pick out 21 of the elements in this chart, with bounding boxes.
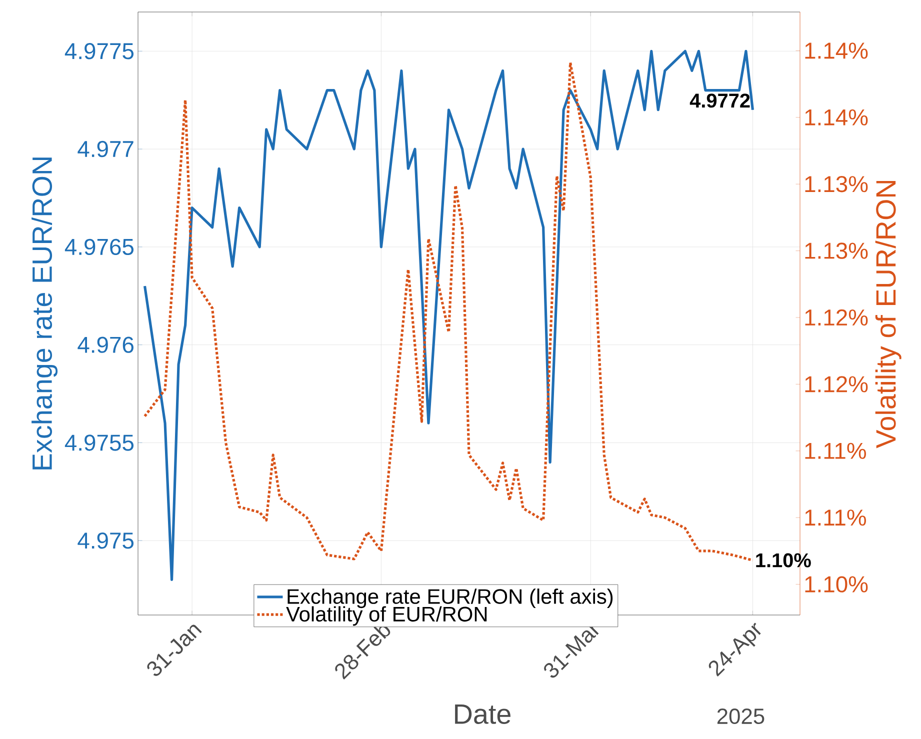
y2-tick-label: 1.12%	[805, 309, 868, 326]
y2-tick-label: 1.13%	[805, 242, 868, 259]
y2-tick-label: 1.11%	[805, 442, 866, 459]
y2-tick-label: 1.10%	[805, 576, 868, 592]
y2-tick-label: 1.14%	[805, 42, 868, 59]
text: 2025	[717, 708, 764, 724]
annotation: 4.9772	[690, 94, 750, 108]
y-tick-label: 4.9755	[64, 434, 134, 451]
y2-axis-title: Volatility of EUR/RON	[875, 180, 902, 448]
y2-tick-label: 1.12%	[805, 376, 868, 392]
y2-tick-label: 1.14%	[805, 109, 868, 126]
y-axis-title: Exchange rate EUR/RON	[32, 158, 58, 470]
annotation: 1.10%	[756, 553, 811, 568]
y-tick-label: 4.977	[78, 140, 134, 158]
y-tick-label: 4.976	[78, 336, 134, 353]
y2-tick-label: 1.11%	[805, 510, 866, 526]
x-axis-title: Date	[455, 704, 510, 724]
y-tick-label: 4.9775	[64, 43, 134, 60]
y-tick-label: 4.975	[78, 532, 134, 549]
y-tick-label: 4.9765	[64, 238, 134, 256]
y2-tick-label: 1.13%	[805, 176, 868, 192]
